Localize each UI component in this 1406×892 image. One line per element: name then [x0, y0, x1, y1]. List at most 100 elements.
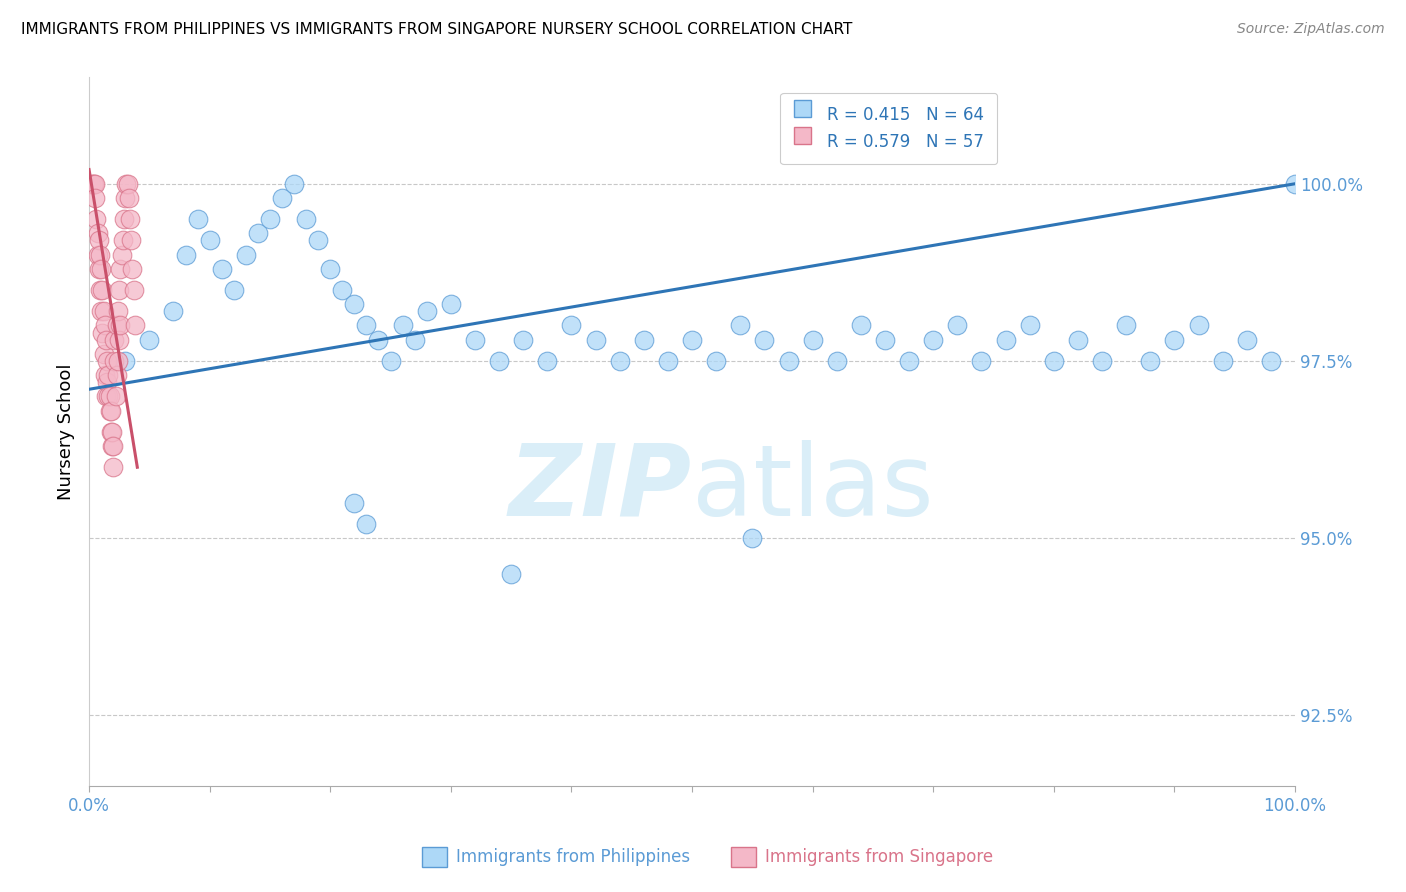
Point [259, 212, 281, 227]
Point [82, 177, 104, 191]
Point [536, 354, 558, 368]
Point [1284, 177, 1306, 191]
Point [970, 354, 993, 368]
Point [111, 247, 134, 261]
Point [283, 177, 305, 191]
Point [211, 261, 233, 276]
Point [501, 566, 523, 581]
Point [96, 354, 118, 368]
Point [91, 283, 114, 297]
Point [121, 261, 143, 276]
Point [174, 247, 197, 261]
Point [111, 234, 134, 248]
Point [101, 439, 124, 453]
Point [90, 304, 112, 318]
Point [97, 389, 120, 403]
Point [1212, 354, 1234, 368]
Point [89, 247, 111, 261]
Point [464, 333, 486, 347]
Point [117, 177, 139, 191]
Point [704, 354, 727, 368]
Point [105, 318, 128, 333]
Point [898, 354, 921, 368]
Point [104, 389, 127, 403]
Point [380, 354, 402, 368]
Point [730, 318, 752, 333]
Point [873, 333, 896, 347]
Point [356, 516, 378, 531]
Point [91, 326, 114, 340]
Point [162, 304, 184, 318]
Point [319, 261, 342, 276]
Point [120, 234, 142, 248]
Point [114, 191, 136, 205]
Point [87, 261, 110, 276]
Point [198, 234, 221, 248]
Point [801, 333, 824, 347]
Point [330, 283, 353, 297]
Point [609, 354, 631, 368]
Point [1260, 354, 1282, 368]
Point [222, 283, 245, 297]
Text: Source: ZipAtlas.com: Source: ZipAtlas.com [1237, 22, 1385, 37]
Point [657, 354, 679, 368]
Point [754, 333, 776, 347]
Point [1236, 333, 1258, 347]
Point [107, 354, 129, 368]
Point [416, 304, 439, 318]
Point [741, 531, 763, 545]
Point [391, 318, 413, 333]
Point [94, 333, 117, 347]
Point [93, 347, 115, 361]
Point [1115, 318, 1137, 333]
Point [1187, 318, 1209, 333]
Point [103, 354, 125, 368]
Point [994, 333, 1017, 347]
Point [367, 333, 389, 347]
Point [1043, 354, 1066, 368]
Point [84, 191, 107, 205]
Point [778, 354, 800, 368]
Point [922, 333, 945, 347]
Point [1163, 333, 1185, 347]
Point [246, 227, 269, 241]
Point [80, 177, 103, 191]
Point [103, 333, 125, 347]
Point [271, 191, 294, 205]
Point [93, 368, 115, 383]
Point [356, 318, 378, 333]
Point [89, 283, 111, 297]
Text: atlas: atlas [692, 440, 934, 537]
Point [98, 389, 121, 403]
Text: Immigrants from Philippines: Immigrants from Philippines [456, 848, 690, 866]
Point [86, 247, 108, 261]
Point [512, 333, 534, 347]
Point [118, 191, 141, 205]
Y-axis label: Nursery School: Nursery School [58, 364, 75, 500]
Point [107, 304, 129, 318]
Point [343, 496, 366, 510]
Point [98, 403, 121, 417]
Point [124, 318, 146, 333]
Point [307, 234, 329, 248]
Point [105, 368, 128, 383]
Point [93, 304, 115, 318]
Point [235, 247, 257, 261]
Point [83, 177, 105, 191]
Point [946, 318, 969, 333]
Point [100, 425, 122, 439]
Point [103, 460, 125, 475]
Point [633, 333, 655, 347]
Point [96, 375, 118, 389]
Point [1091, 354, 1114, 368]
Point [103, 439, 125, 453]
Point [110, 261, 132, 276]
Point [849, 318, 872, 333]
Point [94, 389, 117, 403]
Point [1139, 354, 1161, 368]
Point [343, 297, 366, 311]
Point [97, 368, 120, 383]
Text: ZIP: ZIP [509, 440, 692, 537]
Point [122, 283, 145, 297]
Point [114, 354, 136, 368]
